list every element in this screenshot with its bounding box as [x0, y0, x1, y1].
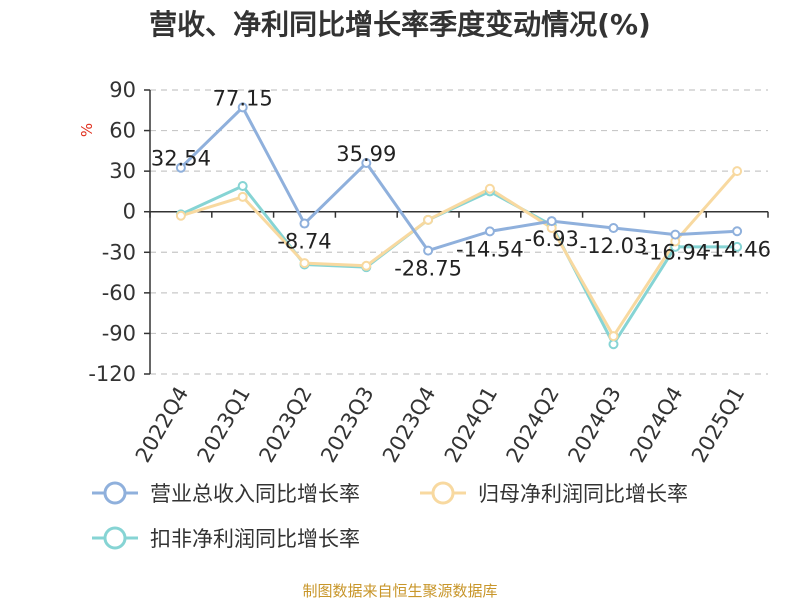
data-point — [175, 210, 186, 221]
legend-swatch-marker — [103, 526, 127, 550]
y-tick-label: -60 — [102, 281, 136, 305]
source-note: 制图数据来自恒生聚源数据库 — [302, 582, 497, 600]
data-point — [423, 214, 434, 225]
x-tick-label: 2024Q3 — [563, 383, 625, 467]
data-label: -16.94 — [641, 241, 709, 265]
data-point — [732, 226, 743, 237]
data-label: 35.99 — [336, 142, 396, 166]
y-tick-label: 0 — [123, 200, 136, 224]
data-point — [732, 241, 743, 252]
x-tick-label: 2023Q2 — [254, 383, 316, 467]
y-axis-unit: % — [78, 123, 96, 137]
data-point — [732, 166, 743, 177]
y-tick-label: 60 — [109, 119, 136, 143]
data-label: 32.54 — [151, 147, 211, 171]
chart-title: 营收、净利同比增长率季度变动情况(%) — [149, 8, 651, 41]
x-tick-label: 2024Q1 — [440, 383, 502, 467]
legend-label: 归母净利润同比增长率 — [478, 482, 688, 506]
data-label: -8.74 — [277, 230, 331, 254]
data-point — [361, 158, 372, 169]
data-point — [484, 226, 495, 237]
x-tick-label: 2023Q4 — [378, 382, 440, 466]
x-tick-label: 2024Q4 — [625, 383, 687, 467]
data-point — [237, 191, 248, 202]
series-line — [180, 170, 739, 338]
series-points — [175, 102, 743, 350]
data-point — [237, 102, 248, 113]
data-point — [361, 260, 372, 271]
x-tick-label: 2022Q4 — [131, 383, 193, 467]
data-point — [608, 331, 619, 342]
data-point — [484, 183, 495, 194]
data-point — [546, 216, 557, 227]
y-tick-label: 90 — [109, 78, 136, 102]
data-label: -14.54 — [456, 237, 524, 261]
data-label: -12.03 — [580, 234, 648, 258]
data-label: -28.75 — [394, 257, 462, 281]
data-point — [299, 218, 310, 229]
data-point — [237, 181, 248, 192]
series-lines — [179, 105, 739, 346]
data-point — [670, 229, 681, 240]
y-tick-label: -90 — [102, 321, 136, 345]
data-point — [608, 339, 619, 350]
x-tick-label: 2025Q1 — [687, 383, 749, 467]
data-label: 77.15 — [213, 86, 273, 110]
y-tick-label: 30 — [109, 159, 136, 183]
data-label: -14.46 — [703, 237, 771, 261]
grid-lines — [150, 89, 768, 375]
data-labels: 32.54 77.15 -8.74 35.99 -28.75-14.54 -6.93 -12… — [151, 86, 771, 280]
data-label: -6.93 — [525, 227, 579, 251]
series-line — [179, 105, 738, 253]
x-tick-label: 2024Q2 — [502, 383, 564, 467]
legend-swatch-marker — [103, 481, 127, 505]
y-tick-label: -30 — [102, 240, 136, 264]
data-point — [423, 245, 434, 256]
data-point — [175, 162, 186, 173]
y-tick-label: -120 — [88, 362, 136, 386]
data-point — [608, 222, 619, 233]
data-point — [299, 258, 310, 269]
x-tick-label: 2023Q1 — [193, 383, 255, 467]
legend-label: 扣非净利润同比增长率 — [150, 527, 360, 551]
x-tick-label: 2023Q3 — [316, 383, 378, 467]
legend-label: 营业总收入同比增长率 — [150, 482, 360, 506]
legend-swatch-marker — [431, 481, 455, 505]
